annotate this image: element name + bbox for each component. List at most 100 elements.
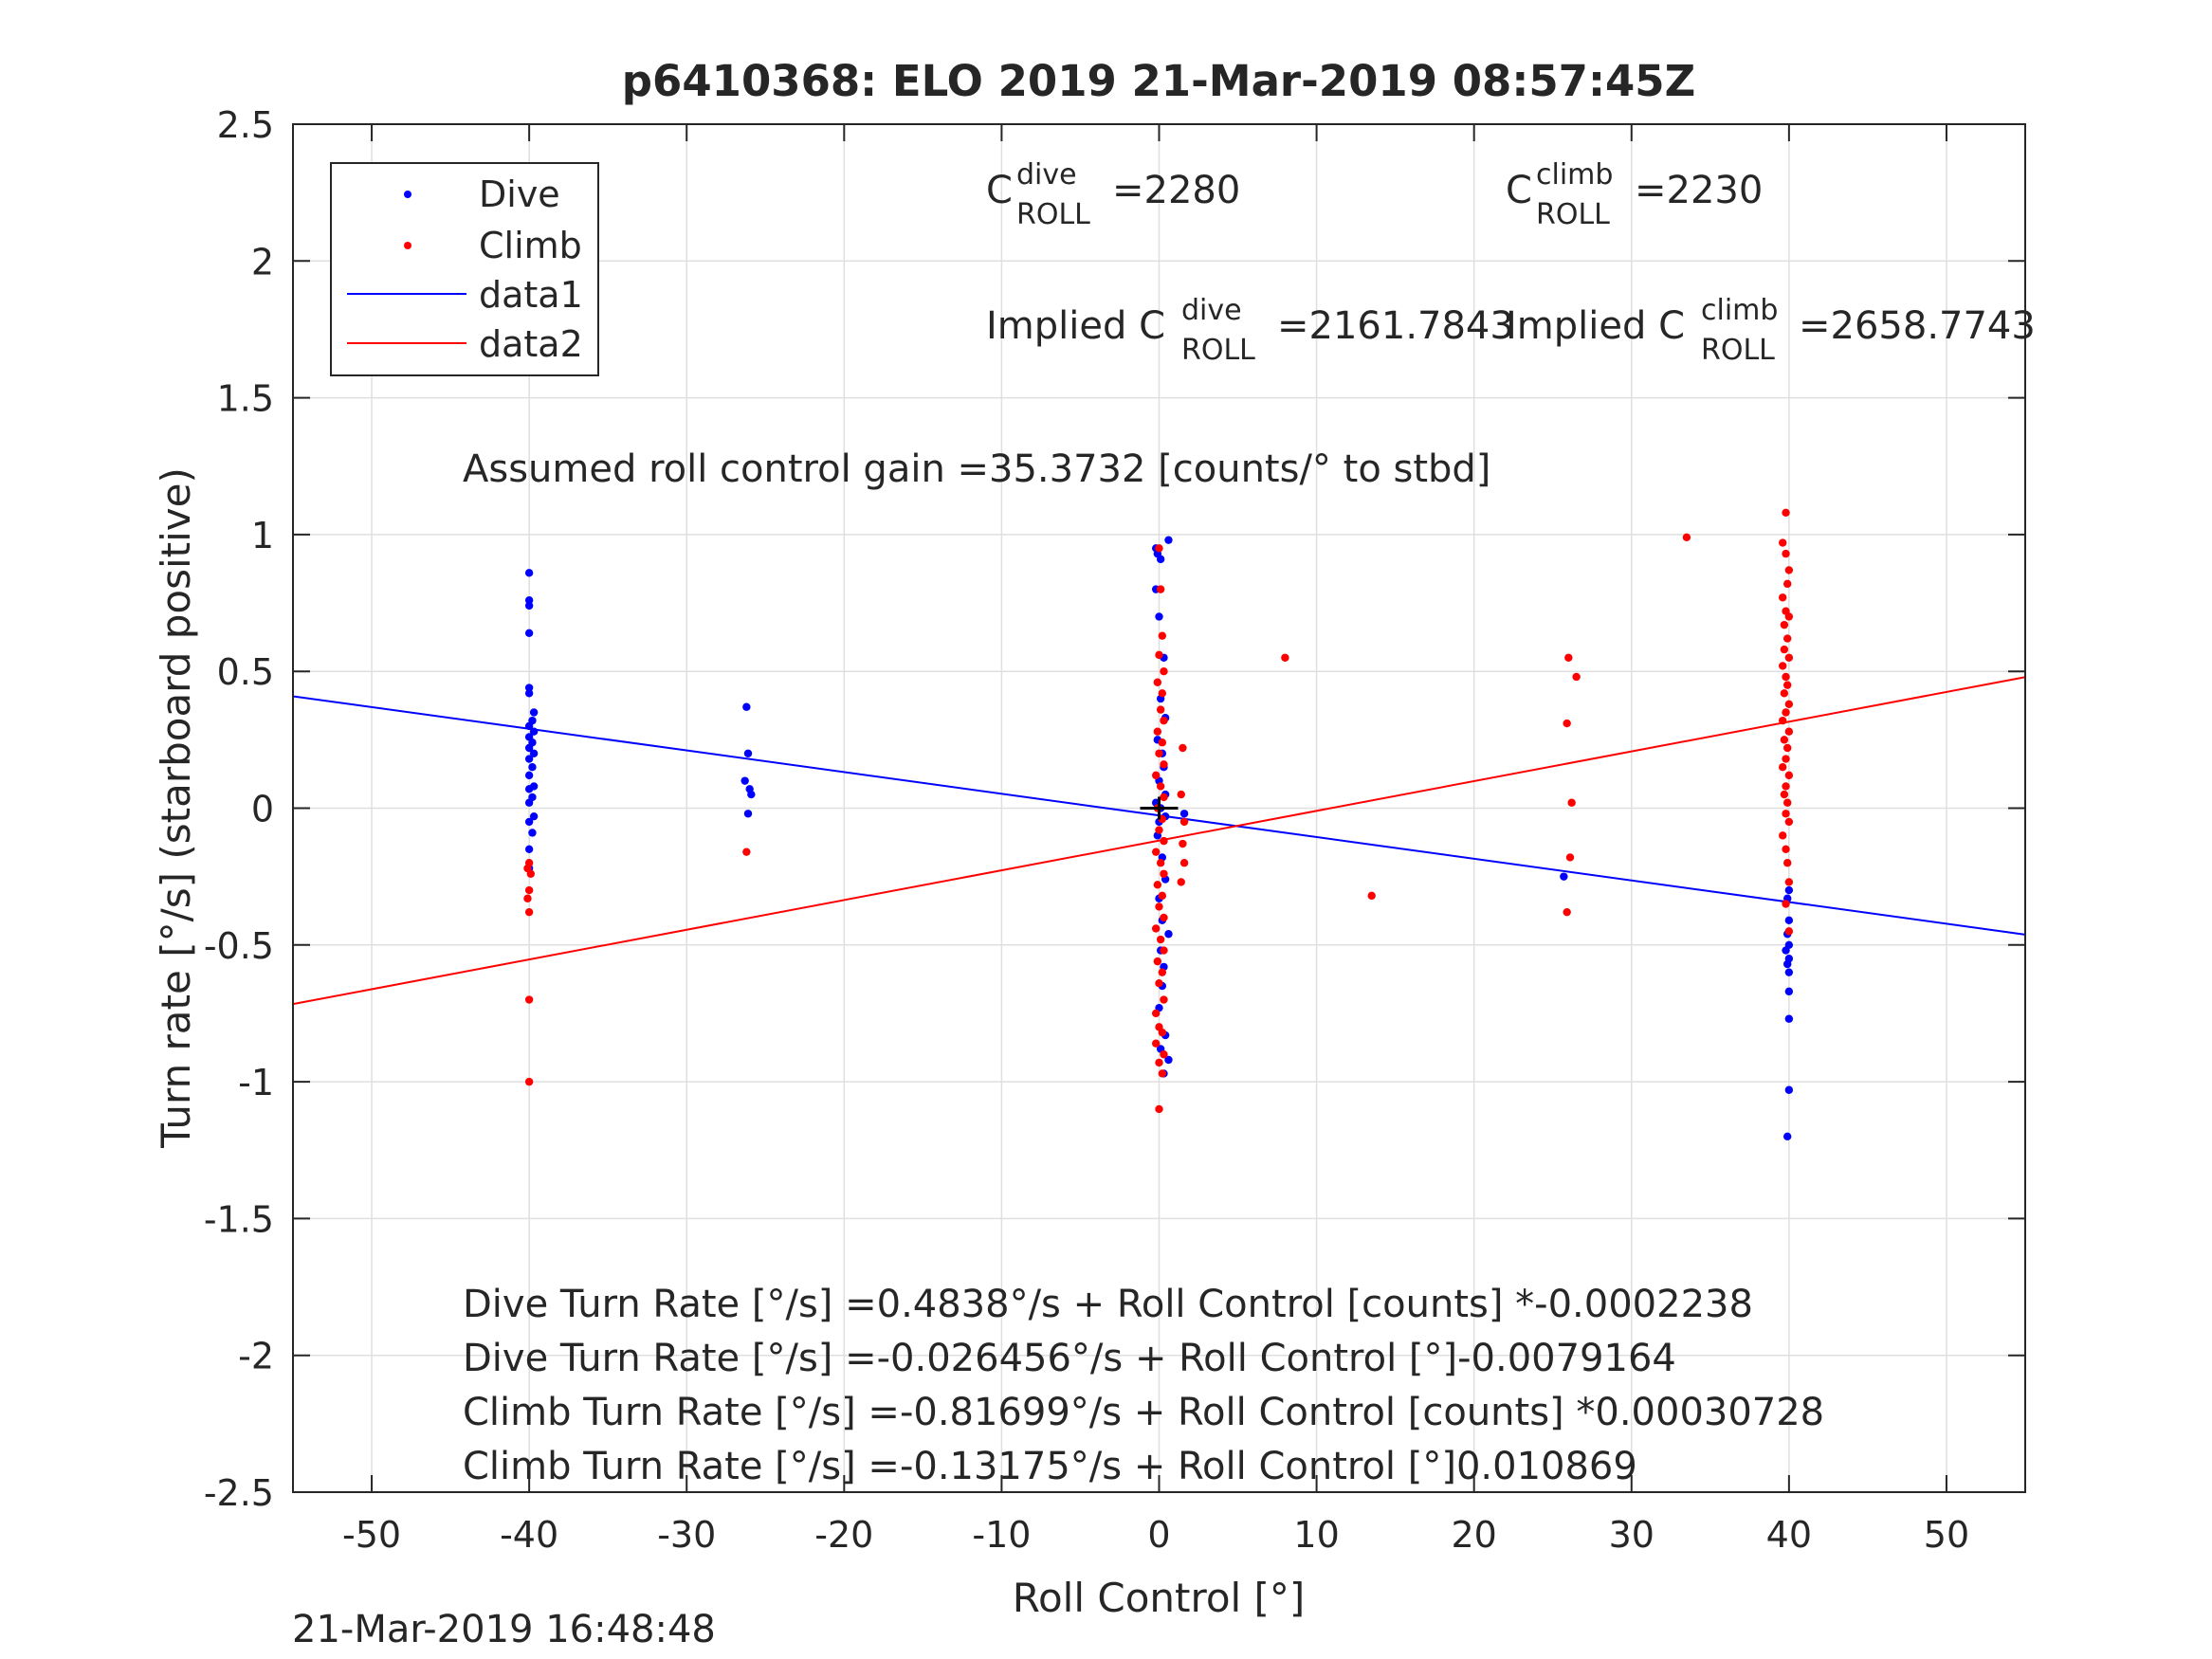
point-climb — [1780, 689, 1789, 698]
point-climb — [1784, 653, 1794, 662]
c-roll-climb-sup: climb — [1536, 158, 1613, 191]
point-dive — [524, 601, 534, 611]
point-climb — [1153, 881, 1162, 889]
point-climb — [1782, 782, 1790, 791]
y-tick-label: 1.5 — [217, 378, 274, 420]
point-dive — [524, 721, 534, 731]
point-climb — [1783, 634, 1792, 643]
point-climb — [1572, 672, 1581, 682]
point-dive — [529, 708, 539, 717]
y-tick-label: -2.5 — [204, 1472, 274, 1514]
legend-label-data1: data1 — [479, 274, 583, 316]
point-climb — [1782, 810, 1790, 818]
point-climb — [1156, 782, 1165, 791]
point-climb — [1782, 755, 1790, 763]
point-climb — [523, 894, 532, 902]
point-climb — [1153, 727, 1162, 736]
point-climb — [1160, 836, 1168, 846]
point-dive — [529, 727, 539, 736]
point-climb — [1179, 743, 1187, 753]
implied-climb-value: =2658.7743 — [1799, 304, 2036, 348]
point-climb — [1783, 743, 1792, 753]
point-climb — [742, 848, 751, 856]
point-climb — [1780, 736, 1789, 744]
point-climb — [1153, 678, 1162, 686]
point-climb — [1151, 848, 1161, 856]
point-climb — [524, 1077, 534, 1086]
point-dive — [524, 817, 534, 827]
point-dive — [1156, 555, 1165, 564]
point-climb — [1567, 798, 1576, 807]
y-tick-label: -2 — [238, 1336, 274, 1377]
point-dive — [1784, 968, 1794, 976]
point-dive — [1784, 1014, 1794, 1023]
chart-title: p6410368: ELO 2019 21-Mar-2019 08:57:45Z — [622, 56, 1695, 106]
point-climb — [1158, 631, 1167, 640]
point-dive — [1560, 872, 1568, 881]
point-dive — [1783, 1132, 1792, 1141]
c-roll-climb-annotation: C climb ROLL =2230 — [1506, 158, 1763, 231]
y-tick-label: 1 — [251, 515, 274, 556]
crosshair-marker — [1140, 796, 1179, 820]
point-climb — [1784, 566, 1794, 574]
point-dive — [1784, 916, 1794, 925]
point-climb — [1155, 902, 1163, 911]
point-climb — [1782, 672, 1790, 682]
legend-label-dive: Dive — [479, 173, 560, 215]
point-dive — [524, 755, 534, 763]
point-climb — [1160, 946, 1168, 955]
point-dive — [524, 771, 534, 780]
fit-line-data2 — [292, 676, 2026, 1006]
point-climb — [1367, 891, 1376, 901]
implied-dive-sub: ROLL — [1181, 334, 1255, 367]
point-climb — [1156, 585, 1165, 593]
point-climb — [1779, 831, 1787, 840]
point-dive — [524, 845, 534, 853]
x-tick-label: 50 — [1924, 1514, 1969, 1556]
point-climb — [1156, 935, 1165, 944]
y-axis-label: Turn rate [°/s] (starboard positive) — [153, 467, 199, 1149]
point-climb — [526, 869, 535, 878]
point-climb — [1160, 995, 1168, 1004]
point-climb — [1780, 620, 1789, 629]
point-dive — [747, 790, 756, 799]
implied-dive-value: =2161.7843 — [1277, 304, 1514, 348]
point-dive — [524, 629, 534, 637]
point-dive — [1784, 1085, 1794, 1094]
point-climb — [1156, 705, 1165, 714]
y-tick-label: -1.5 — [204, 1198, 274, 1240]
x-tick-label: -20 — [814, 1514, 873, 1556]
point-climb — [1155, 749, 1163, 757]
c-roll-dive-sub: ROLL — [1016, 198, 1090, 231]
y-tick-label: -0.5 — [204, 925, 274, 967]
point-climb — [1151, 771, 1161, 780]
point-climb — [1160, 869, 1168, 878]
point-climb — [524, 995, 534, 1004]
point-climb — [1158, 1028, 1167, 1037]
point-climb — [1153, 957, 1162, 966]
implied-dive-prefix: Implied C — [986, 304, 1165, 348]
point-climb — [1179, 859, 1189, 867]
x-tick-label: 0 — [1147, 1514, 1170, 1556]
point-climb — [1563, 719, 1571, 728]
legend: Dive Climb data1 data2 — [330, 162, 599, 376]
point-climb — [1158, 689, 1167, 698]
equation-climb-counts: Climb Turn Rate [°/s] =-0.81699°/s + Rol… — [463, 1391, 1824, 1434]
point-climb — [1156, 859, 1165, 867]
footer-timestamp: 21-Mar-2019 16:48:48 — [292, 1608, 716, 1651]
point-dive — [1155, 612, 1163, 621]
c-roll-climb-base: C — [1506, 169, 1532, 212]
point-climb — [1155, 1058, 1163, 1067]
point-dive — [1164, 1055, 1173, 1065]
point-dive — [1784, 987, 1794, 996]
point-dive — [1782, 946, 1790, 955]
point-climb — [1155, 1104, 1163, 1114]
point-climb — [524, 907, 534, 917]
point-dive — [528, 829, 537, 837]
point-climb — [1564, 653, 1573, 662]
x-tick-label: -30 — [657, 1514, 716, 1556]
point-climb — [1783, 579, 1792, 589]
c-roll-dive-base: C — [986, 169, 1013, 212]
point-climb — [1155, 544, 1163, 553]
